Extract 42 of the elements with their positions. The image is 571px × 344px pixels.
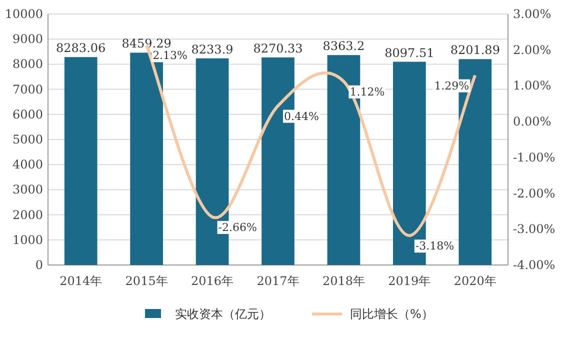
data-label: 8201.89 [450,43,500,58]
data-label: 8097.51 [384,46,434,60]
y-tick-label: 0 [35,258,43,272]
y-tick-label: 8000 [12,57,43,72]
y-tick-label: 7000 [12,82,43,96]
x-tick-label: 2019年 [388,274,431,288]
y2-tick-label: -4.00% [513,258,556,272]
y-tick-label: 1000 [12,232,43,247]
data-label: 1.12% [350,85,385,98]
data-label: 1.29% [434,79,470,92]
data-label: 0.44% [284,110,319,123]
data-label: -3.18% [415,240,454,253]
y2-tick-label: 0.00% [513,114,552,129]
y-tick-label: 2000 [12,208,43,222]
x-tick-label: 2020年 [454,274,496,288]
y-tick-label: 6000 [12,107,43,122]
y2-tick-label: -1.00% [513,150,556,164]
y-tick-label: 5000 [12,132,43,146]
y2-tick-label: 3.00% [513,7,552,21]
y2-tick-label: 1.00% [513,78,552,93]
data-label: 8363.2 [322,39,365,54]
y-tick-label: 10000 [4,7,43,21]
legend-label: 同比增长（%） [350,307,434,321]
data-label: 8459.29 [122,36,172,51]
data-label: 8270.33 [253,41,303,56]
x-tick-label: 2018年 [322,274,365,288]
data-label: 8283.06 [56,41,106,56]
data-label: -2.66% [218,220,257,234]
x-tick-label: 2016年 [191,274,234,288]
y2-tick-label: 2.00% [513,42,552,57]
y-tick-label: 4000 [12,158,43,172]
legend-label: 实收资本（亿元） [175,307,271,321]
x-tick-label: 2017年 [256,274,300,288]
x-tick-label: 2014年 [60,274,102,288]
y2-tick-label: -2.00% [513,186,556,200]
data-label: 8233.9 [191,42,234,56]
bar [64,57,98,265]
y2-tick-label: -3.00% [513,222,556,236]
x-tick-label: 2015年 [125,274,168,288]
data-label: 2.13% [152,49,188,62]
y-tick-label: 9000 [12,32,43,46]
y-tick-label: 3000 [12,182,43,197]
